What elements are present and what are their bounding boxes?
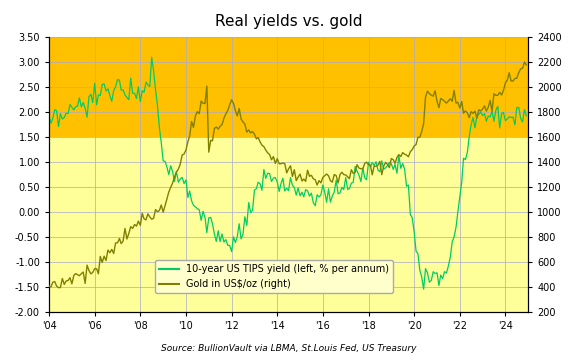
Bar — [49, 37, 528, 137]
Text: Source: BullionVault via LBMA, St.Louis Fed, US Treasury: Source: BullionVault via LBMA, St.Louis … — [161, 344, 416, 353]
Text: Real yields vs. gold: Real yields vs. gold — [215, 14, 362, 30]
Legend: 10-year US TIPS yield (left, % per annum), Gold in US$/oz (right): 10-year US TIPS yield (left, % per annum… — [155, 260, 394, 293]
